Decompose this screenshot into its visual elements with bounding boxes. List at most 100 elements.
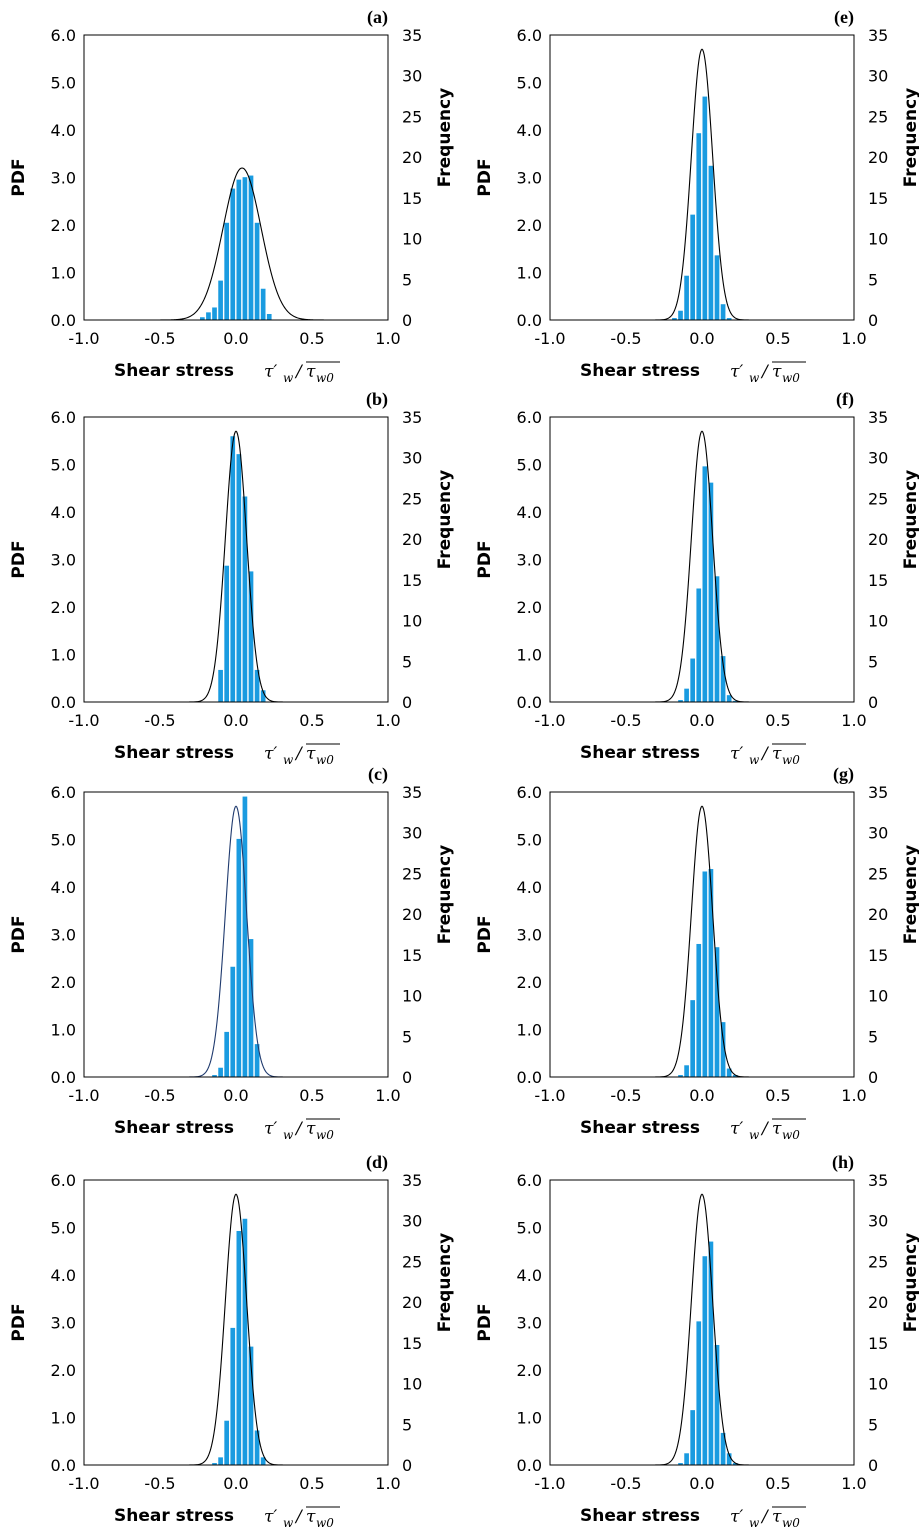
x-unit-numerator: τ′ — [264, 1119, 277, 1139]
histogram-bar — [235, 453, 243, 703]
histogram-bar — [241, 176, 249, 321]
y-left-axis-label: PDF — [475, 1303, 495, 1341]
y-left-tick-label: 3.0 — [51, 1314, 76, 1333]
y-right-tick-label: 35 — [868, 408, 888, 427]
histogram-bar — [241, 1217, 249, 1466]
y-left-tick-label: 5.0 — [51, 74, 76, 93]
x-tick-label: -0.5 — [610, 1086, 641, 1105]
histogram-bar — [725, 1067, 733, 1078]
chart-panel-c: 0.0 1.0 2.0 3.0 4.0 5.0 6.0 0 5 10 15 20 25 30 35 -1.0 -… — [9, 764, 455, 1142]
x-unit-numerator-subscript: w — [283, 1128, 294, 1142]
panel-label: (h) — [832, 1152, 854, 1173]
y-left-tick-label: 5.0 — [51, 1219, 76, 1238]
plot-frame — [83, 416, 389, 703]
histogram-bar — [229, 965, 237, 1078]
histogram-bar — [695, 942, 703, 1078]
x-tick-label: -0.5 — [144, 1474, 175, 1493]
y-right-axis-label: Frequency — [435, 1233, 455, 1333]
x-unit-numerator: τ′ — [730, 1507, 743, 1527]
y-left-tick-label: 0.0 — [517, 1068, 542, 1087]
x-tick-label: 1.0 — [375, 1474, 400, 1493]
y-left-tick-label: 0.0 — [517, 693, 542, 712]
y-left-axis-label: PDF — [9, 1303, 29, 1341]
y-left-tick-label: 4.0 — [517, 1266, 542, 1285]
y-left-axis-label: PDF — [9, 540, 29, 578]
y-left-tick-label: 6.0 — [517, 1171, 542, 1190]
panel-label: (f) — [836, 389, 854, 410]
y-left-tick-label: 1.0 — [517, 1021, 542, 1040]
panel-label: (d) — [366, 1152, 388, 1173]
y-right-tick-label: 30 — [402, 67, 422, 86]
x-tick-label: -1.0 — [68, 1474, 99, 1493]
y-left-tick-label: 0.0 — [51, 1456, 76, 1475]
x-unit-denominator: τ — [306, 362, 316, 382]
x-unit-numerator: τ′ — [730, 744, 743, 764]
x-tick-label: 0.0 — [689, 1086, 714, 1105]
y-right-tick-label: 30 — [402, 824, 422, 843]
y-left-tick-label: 6.0 — [517, 26, 542, 45]
y-right-tick-label: 0 — [402, 311, 412, 330]
y-left-tick-label: 1.0 — [51, 646, 76, 665]
x-tick-label: 1.0 — [375, 711, 400, 730]
y-right-tick-label: 35 — [402, 26, 422, 45]
y-left-tick-label: 6.0 — [51, 1171, 76, 1190]
x-tick-label: 0.0 — [223, 1086, 248, 1105]
histogram-bar — [217, 1066, 224, 1078]
y-left-tick-label: 2.0 — [51, 598, 76, 617]
x-tick-label: 0.5 — [765, 1086, 790, 1105]
y-right-tick-label: 0 — [868, 1068, 878, 1087]
y-right-tick-label: 10 — [402, 987, 422, 1006]
x-tick-label: 0.5 — [299, 329, 324, 348]
y-right-tick-label: 5 — [868, 270, 878, 289]
plot-frame — [83, 34, 389, 321]
y-right-tick-label: 20 — [868, 148, 888, 167]
x-axis-label: Shear stress — [580, 743, 700, 763]
y-right-tick-label: 25 — [868, 1252, 888, 1271]
x-unit-denominator: τ — [306, 1119, 316, 1139]
x-tick-label: -0.5 — [144, 711, 175, 730]
histogram-bar — [217, 279, 224, 321]
y-right-tick-label: 5 — [402, 652, 412, 671]
y-left-tick-label: 0.0 — [517, 1456, 542, 1475]
histogram-bar — [235, 1229, 243, 1466]
y-right-axis-label: Frequency — [435, 845, 455, 945]
histogram-bar — [253, 221, 261, 321]
x-unit-slash: / — [760, 1507, 770, 1527]
histogram-bar — [241, 795, 249, 1078]
y-right-tick-label: 5 — [868, 652, 878, 671]
histogram-bar — [217, 1456, 224, 1466]
y-right-tick-label: 5 — [868, 1027, 878, 1046]
histogram-bar — [205, 311, 212, 321]
y-right-tick-label: 35 — [868, 1171, 888, 1190]
y-left-tick-label: 1.0 — [517, 264, 542, 283]
x-unit-denominator-subscript: w0 — [316, 753, 334, 767]
x-unit-numerator: τ′ — [264, 1507, 277, 1527]
y-left-tick-label: 5.0 — [517, 831, 542, 850]
y-left-axis-label: PDF — [9, 915, 29, 953]
x-unit-slash: / — [294, 744, 304, 764]
y-right-tick-label: 25 — [868, 864, 888, 883]
x-axis-label: Shear stress — [114, 1506, 234, 1526]
x-tick-label: -0.5 — [610, 329, 641, 348]
histogram-bar — [253, 1429, 261, 1466]
y-left-tick-label: 6.0 — [51, 408, 76, 427]
panel-label: (c) — [368, 764, 388, 785]
y-right-axis-label: Frequency — [435, 470, 455, 570]
y-left-axis-label: PDF — [475, 915, 495, 953]
plot-frame — [83, 791, 389, 1078]
y-right-tick-label: 20 — [868, 905, 888, 924]
y-right-tick-label: 35 — [402, 783, 422, 802]
histogram-bar — [689, 213, 697, 321]
y-right-tick-label: 30 — [402, 449, 422, 468]
x-unit-denominator-subscript: w0 — [782, 753, 800, 767]
histogram-bar — [223, 221, 231, 321]
panel-label: (g) — [833, 764, 854, 785]
histogram-bar — [701, 465, 709, 703]
panel-label: (b) — [366, 389, 388, 410]
chart-panel-f: 0.0 1.0 2.0 3.0 4.0 5.0 6.0 0 5 10 15 20 25 30 35 -1.0 -… — [475, 389, 919, 767]
x-tick-label: -1.0 — [68, 1086, 99, 1105]
panel-label: (e) — [834, 7, 854, 28]
histogram-bar — [695, 1320, 703, 1466]
